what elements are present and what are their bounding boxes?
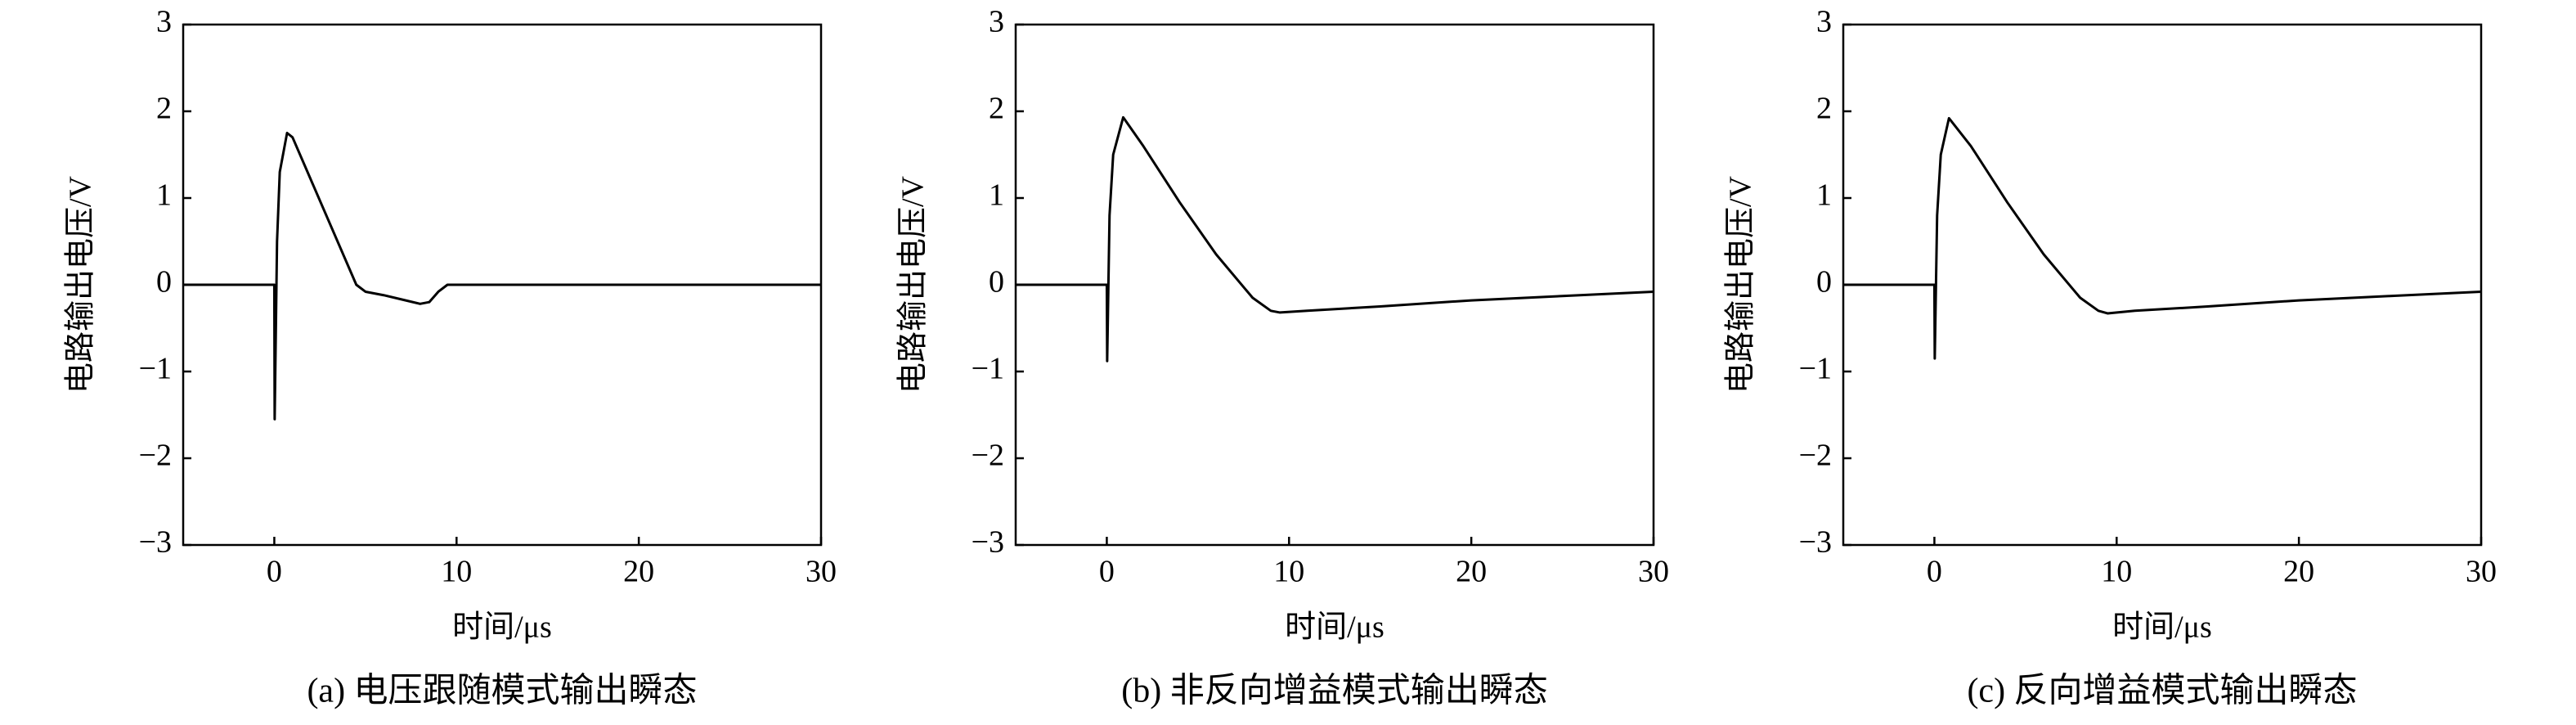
x-tick-label: 30	[806, 555, 837, 589]
y-tick-label: 0	[989, 265, 1004, 299]
y-axis-label: 电路输出电压/V	[896, 175, 931, 394]
y-tick-label: 0	[1816, 265, 1832, 299]
x-tick-label: 30	[2466, 555, 2497, 589]
y-tick-label: −1	[139, 352, 172, 386]
y-tick-label: 1	[1816, 178, 1832, 213]
y-tick-label: 0	[156, 265, 172, 299]
caption: (c) 反向增益模式输出瞬态	[1967, 673, 2357, 710]
x-tick-label: 30	[1638, 555, 1669, 589]
x-tick-label: 20	[1456, 555, 1487, 589]
y-tick-label: −3	[972, 525, 1004, 560]
caption: (b) 非反向增益模式输出瞬态	[1121, 673, 1547, 710]
x-tick-label: 0	[1927, 555, 1942, 589]
data-line	[1843, 116, 2482, 360]
y-tick-label: −1	[1799, 352, 1832, 386]
y-axis-label: 电路输出电压/V	[1724, 175, 1758, 394]
x-axis-label: 时间/μs	[2112, 610, 2212, 645]
y-tick-label: 2	[156, 92, 172, 126]
y-tick-label: 2	[1816, 92, 1832, 126]
data-line	[1016, 115, 1654, 362]
y-tick-label: −3	[139, 525, 172, 560]
plot-frame	[1014, 23, 1655, 547]
y-tick-label: 1	[989, 178, 1004, 213]
y-tick-label: −3	[1799, 525, 1832, 560]
y-tick-label: 3	[989, 5, 1004, 39]
x-tick-label: 20	[623, 555, 654, 589]
y-axis-label: 电路输出电压/V	[64, 175, 98, 394]
y-tick-label: 3	[156, 5, 172, 39]
y-tick-label: 1	[156, 178, 172, 213]
x-tick-label: 0	[1099, 555, 1115, 589]
data-line	[183, 132, 821, 421]
x-tick-label: 0	[267, 555, 282, 589]
plot-frame	[1842, 23, 2483, 547]
x-tick-label: 10	[441, 555, 472, 589]
x-axis-label: 时间/μs	[1285, 610, 1384, 645]
y-tick-label: −2	[1799, 439, 1832, 473]
x-tick-label: 20	[2283, 555, 2314, 589]
y-tick-label: −2	[972, 439, 1004, 473]
y-tick-label: 2	[989, 92, 1004, 126]
y-tick-label: −1	[972, 352, 1004, 386]
y-tick-label: 3	[1816, 5, 1832, 39]
y-tick-label: −2	[139, 439, 172, 473]
x-tick-label: 10	[1273, 555, 1304, 589]
x-axis-label: 时间/μs	[452, 610, 552, 645]
caption: (a) 电压跟随模式输出瞬态	[307, 673, 697, 710]
x-tick-label: 10	[2101, 555, 2132, 589]
